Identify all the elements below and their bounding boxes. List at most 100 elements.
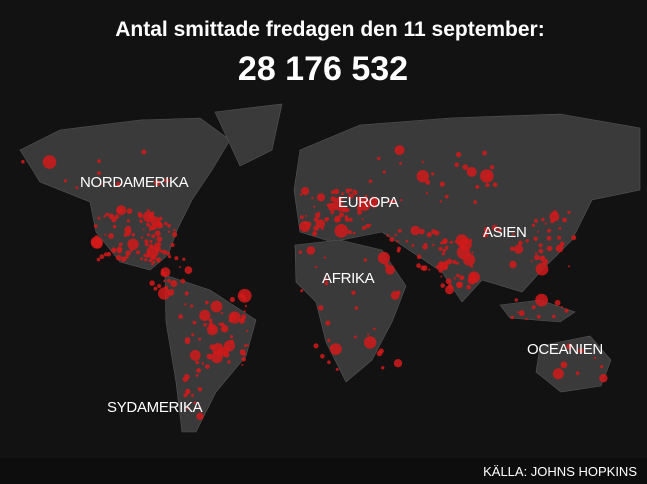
case-dot [377,251,390,264]
case-dot [389,237,395,242]
case-dot [405,239,409,243]
case-dot [220,312,224,315]
case-dot [480,169,494,183]
case-dot [228,319,233,323]
case-dot [438,261,445,267]
case-dot [318,211,321,215]
case-dot [220,324,229,333]
case-dot [182,257,186,261]
case-dot [335,367,339,371]
case-dot [173,228,176,232]
case-dot [566,343,573,350]
case-dot [144,242,149,247]
case-dot [99,182,103,186]
case-dot [21,159,25,164]
case-dot [456,273,460,278]
case-dot [364,195,368,199]
case-dot [368,179,373,183]
case-dot [324,281,329,286]
case-dot [163,279,166,283]
case-dot [333,188,340,195]
case-dot [116,181,121,187]
case-dot [164,285,169,290]
case-dot [313,343,319,349]
case-dot [198,337,202,341]
case-dot [227,360,231,364]
case-dot [42,155,57,169]
case-dot [341,206,348,213]
region-label: SYDAMERIKA [107,399,203,416]
case-dot [537,230,540,233]
case-dot [381,366,385,370]
case-dot [560,306,563,309]
case-dot [578,348,584,354]
region-label: ASIEN [483,224,527,241]
case-dot [99,254,105,260]
case-dot [143,253,147,257]
case-dot [514,298,518,302]
case-dot [564,308,569,313]
case-dot [514,244,524,254]
case-dot [459,237,472,251]
case-dot [306,246,316,255]
case-dot [553,211,556,214]
case-dot [208,355,212,360]
case-dot [147,209,150,212]
case-dot [239,318,245,324]
case-dot [313,232,316,235]
case-dot [151,254,156,259]
case-dot [525,239,529,243]
case-dot [349,188,353,192]
case-dot [435,264,441,270]
case-dot [348,217,353,222]
case-dot [210,300,223,313]
case-dot [369,196,379,206]
case-dot [334,224,349,238]
case-dot [241,356,246,362]
case-dot [246,344,249,347]
case-dot [166,251,171,256]
case-dot [315,219,325,229]
case-dot [518,240,523,246]
case-dot [538,243,543,248]
case-dot [330,345,334,350]
case-dot [354,306,359,310]
case-dot [168,255,172,259]
case-dot [324,277,328,282]
case-dot [157,284,162,288]
case-dot [394,233,397,237]
case-dot [347,230,352,235]
case-dot [328,202,337,212]
case-dot [127,238,139,250]
case-dot [205,364,210,369]
case-dot [541,255,545,259]
africa [294,239,407,383]
case-dot [536,314,541,319]
case-dot [299,193,303,196]
case-dot [311,196,314,200]
case-dot [461,256,464,259]
case-dot [559,241,565,247]
case-dot [97,216,101,220]
case-dot [313,217,319,222]
case-dot [320,226,324,230]
case-dot [538,248,544,254]
case-dot [456,151,462,158]
case-dot [424,242,428,246]
case-dot [124,230,131,237]
case-dot [533,236,538,241]
case-dot [438,268,444,273]
case-dot [63,179,67,183]
case-dot [475,184,480,189]
case-dot [348,193,354,199]
case-dot [510,315,514,320]
case-dot [363,336,377,349]
case-dot [468,271,480,284]
case-dot [525,317,528,321]
case-dot [154,179,160,186]
case-dot [211,351,223,364]
case-dot [492,182,498,187]
case-dot [318,305,324,311]
case-dot [599,374,608,383]
